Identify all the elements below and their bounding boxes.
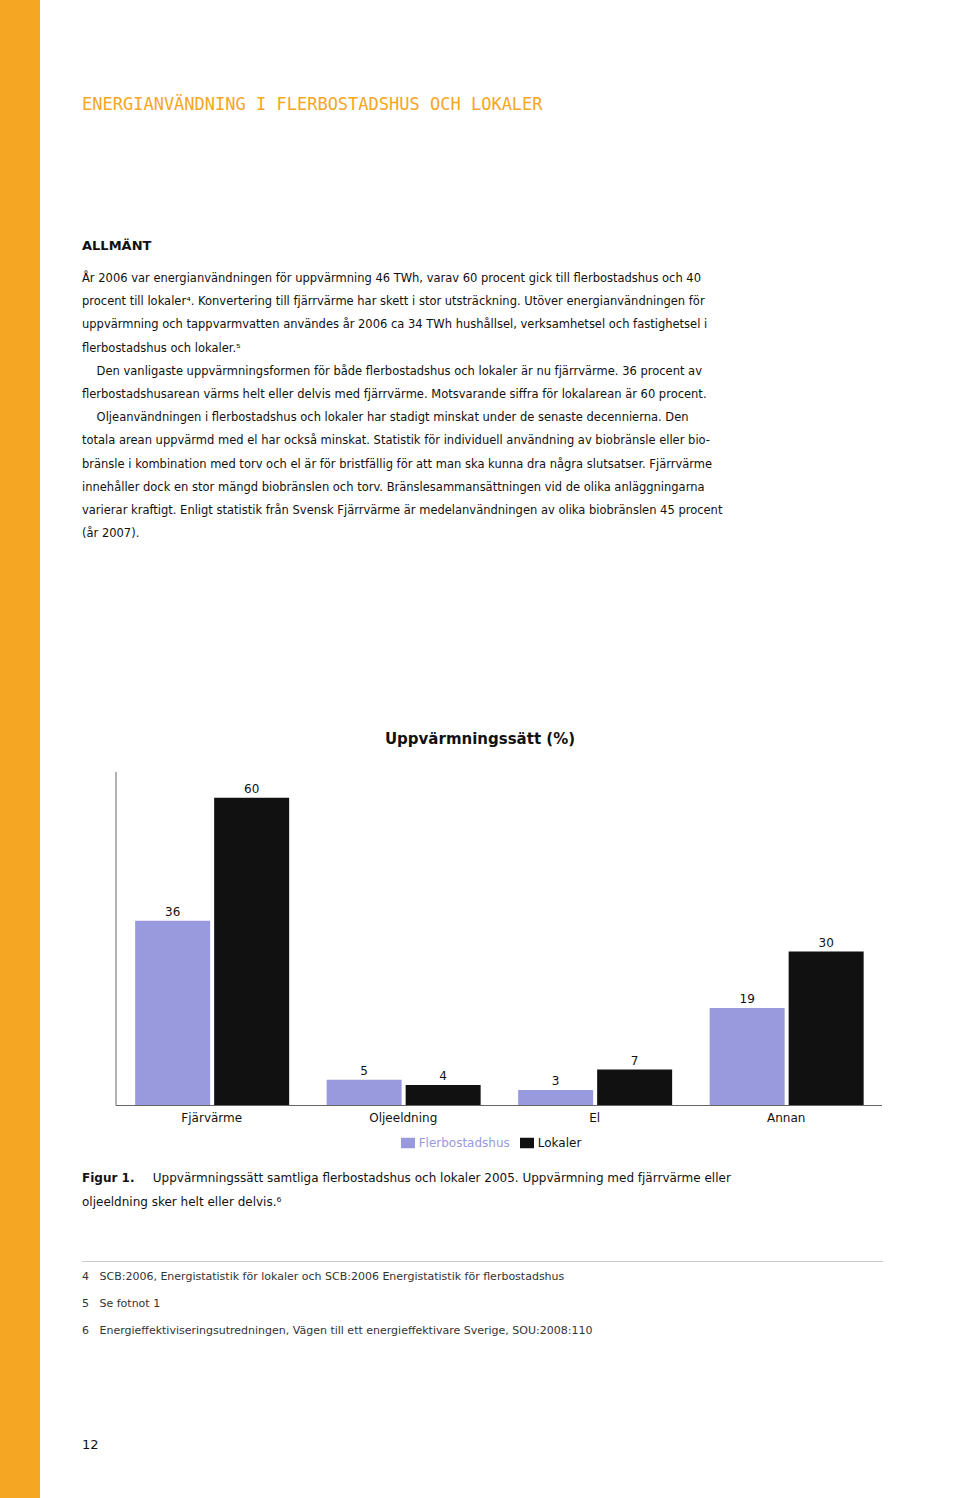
html-text:totala arean uppvärmd med el h: totala arean uppvärmd med el har också m… <box>82 433 710 448</box>
html-text:6 Energieffektiviseringsutredn: 6 Energieffektiviseringsutredningen, Väg… <box>82 1324 593 1337</box>
svg-text:7: 7 <box>631 1054 639 1068</box>
html-text:År 2006 var energianvändningen: År 2006 var energianvändningen för uppvä… <box>82 271 701 285</box>
html-text:oljeeldning sker helt eller de: oljeeldning sker helt eller delvis.⁶ <box>82 1195 282 1209</box>
svg-text:4: 4 <box>439 1069 447 1083</box>
html-text:ENERGIANVÄNDNING I FLERBOSTADS: ENERGIANVÄNDNING I FLERBOSTADSHUS OCH LO… <box>82 94 543 114</box>
html-text:Uppvärmningssätt (%): Uppvärmningssätt (%) <box>384 730 575 748</box>
html-text:varierar kraftigt. Enligt stat: varierar kraftigt. Enligt statistik från… <box>82 503 723 517</box>
svg-text:5: 5 <box>360 1064 368 1078</box>
svg-text:Fjärvärme: Fjärvärme <box>181 1111 242 1125</box>
html-text:5 Se fotnot 1: 5 Se fotnot 1 <box>82 1297 161 1310</box>
html-text:uppvärmning och tappvarmvatten: uppvärmning och tappvarmvatten användes … <box>82 317 708 332</box>
html-text:bränsle i kombination med torv: bränsle i kombination med torv och el är… <box>82 456 713 471</box>
html-text:Uppvärmningssätt samtliga fler: Uppvärmningssätt samtliga flerbostadshus… <box>149 1171 731 1185</box>
html-text:Den vanligaste uppvärmningsfor: Den vanligaste uppvärmningsformen för bå… <box>82 363 702 378</box>
svg-text:19: 19 <box>740 992 755 1006</box>
html-text:Lokaler: Lokaler <box>537 1135 582 1150</box>
html-text:4 SCB:2006, Energistatistik fö: 4 SCB:2006, Energistatistik för lokaler … <box>82 1270 565 1283</box>
html-text:ALLMÄNT: ALLMÄNT <box>82 238 152 253</box>
html-text:flerbostadshus och lokaler.⁵: flerbostadshus och lokaler.⁵ <box>82 340 241 355</box>
html-text:flerbostadshusarean värms helt: flerbostadshusarean värms helt eller del… <box>82 387 707 401</box>
html-text:Oljeanvändningen i flerbostads: Oljeanvändningen i flerbostadshus och lo… <box>82 410 689 425</box>
html-text:Flerbostadshus: Flerbostadshus <box>418 1135 510 1150</box>
svg-text:Annan: Annan <box>767 1111 805 1125</box>
svg-text:Oljeeldning: Oljeeldning <box>369 1111 437 1125</box>
html-text:innehåller dock en stor mängd: innehåller dock en stor mängd biobränsle… <box>82 479 705 494</box>
html-text:procent till lokaler⁴. Konvert: procent till lokaler⁴. Konvertering till… <box>82 294 705 309</box>
html-text:Figur 1.: Figur 1. <box>82 1171 135 1185</box>
svg-text:El: El <box>589 1111 600 1125</box>
svg-text:36: 36 <box>165 905 180 919</box>
html-text:(år 2007).: (år 2007). <box>82 526 140 541</box>
svg-text:30: 30 <box>819 936 834 950</box>
svg-text:60: 60 <box>244 782 259 796</box>
html-text:12: 12 <box>82 1437 99 1452</box>
svg-text:3: 3 <box>552 1074 560 1088</box>
